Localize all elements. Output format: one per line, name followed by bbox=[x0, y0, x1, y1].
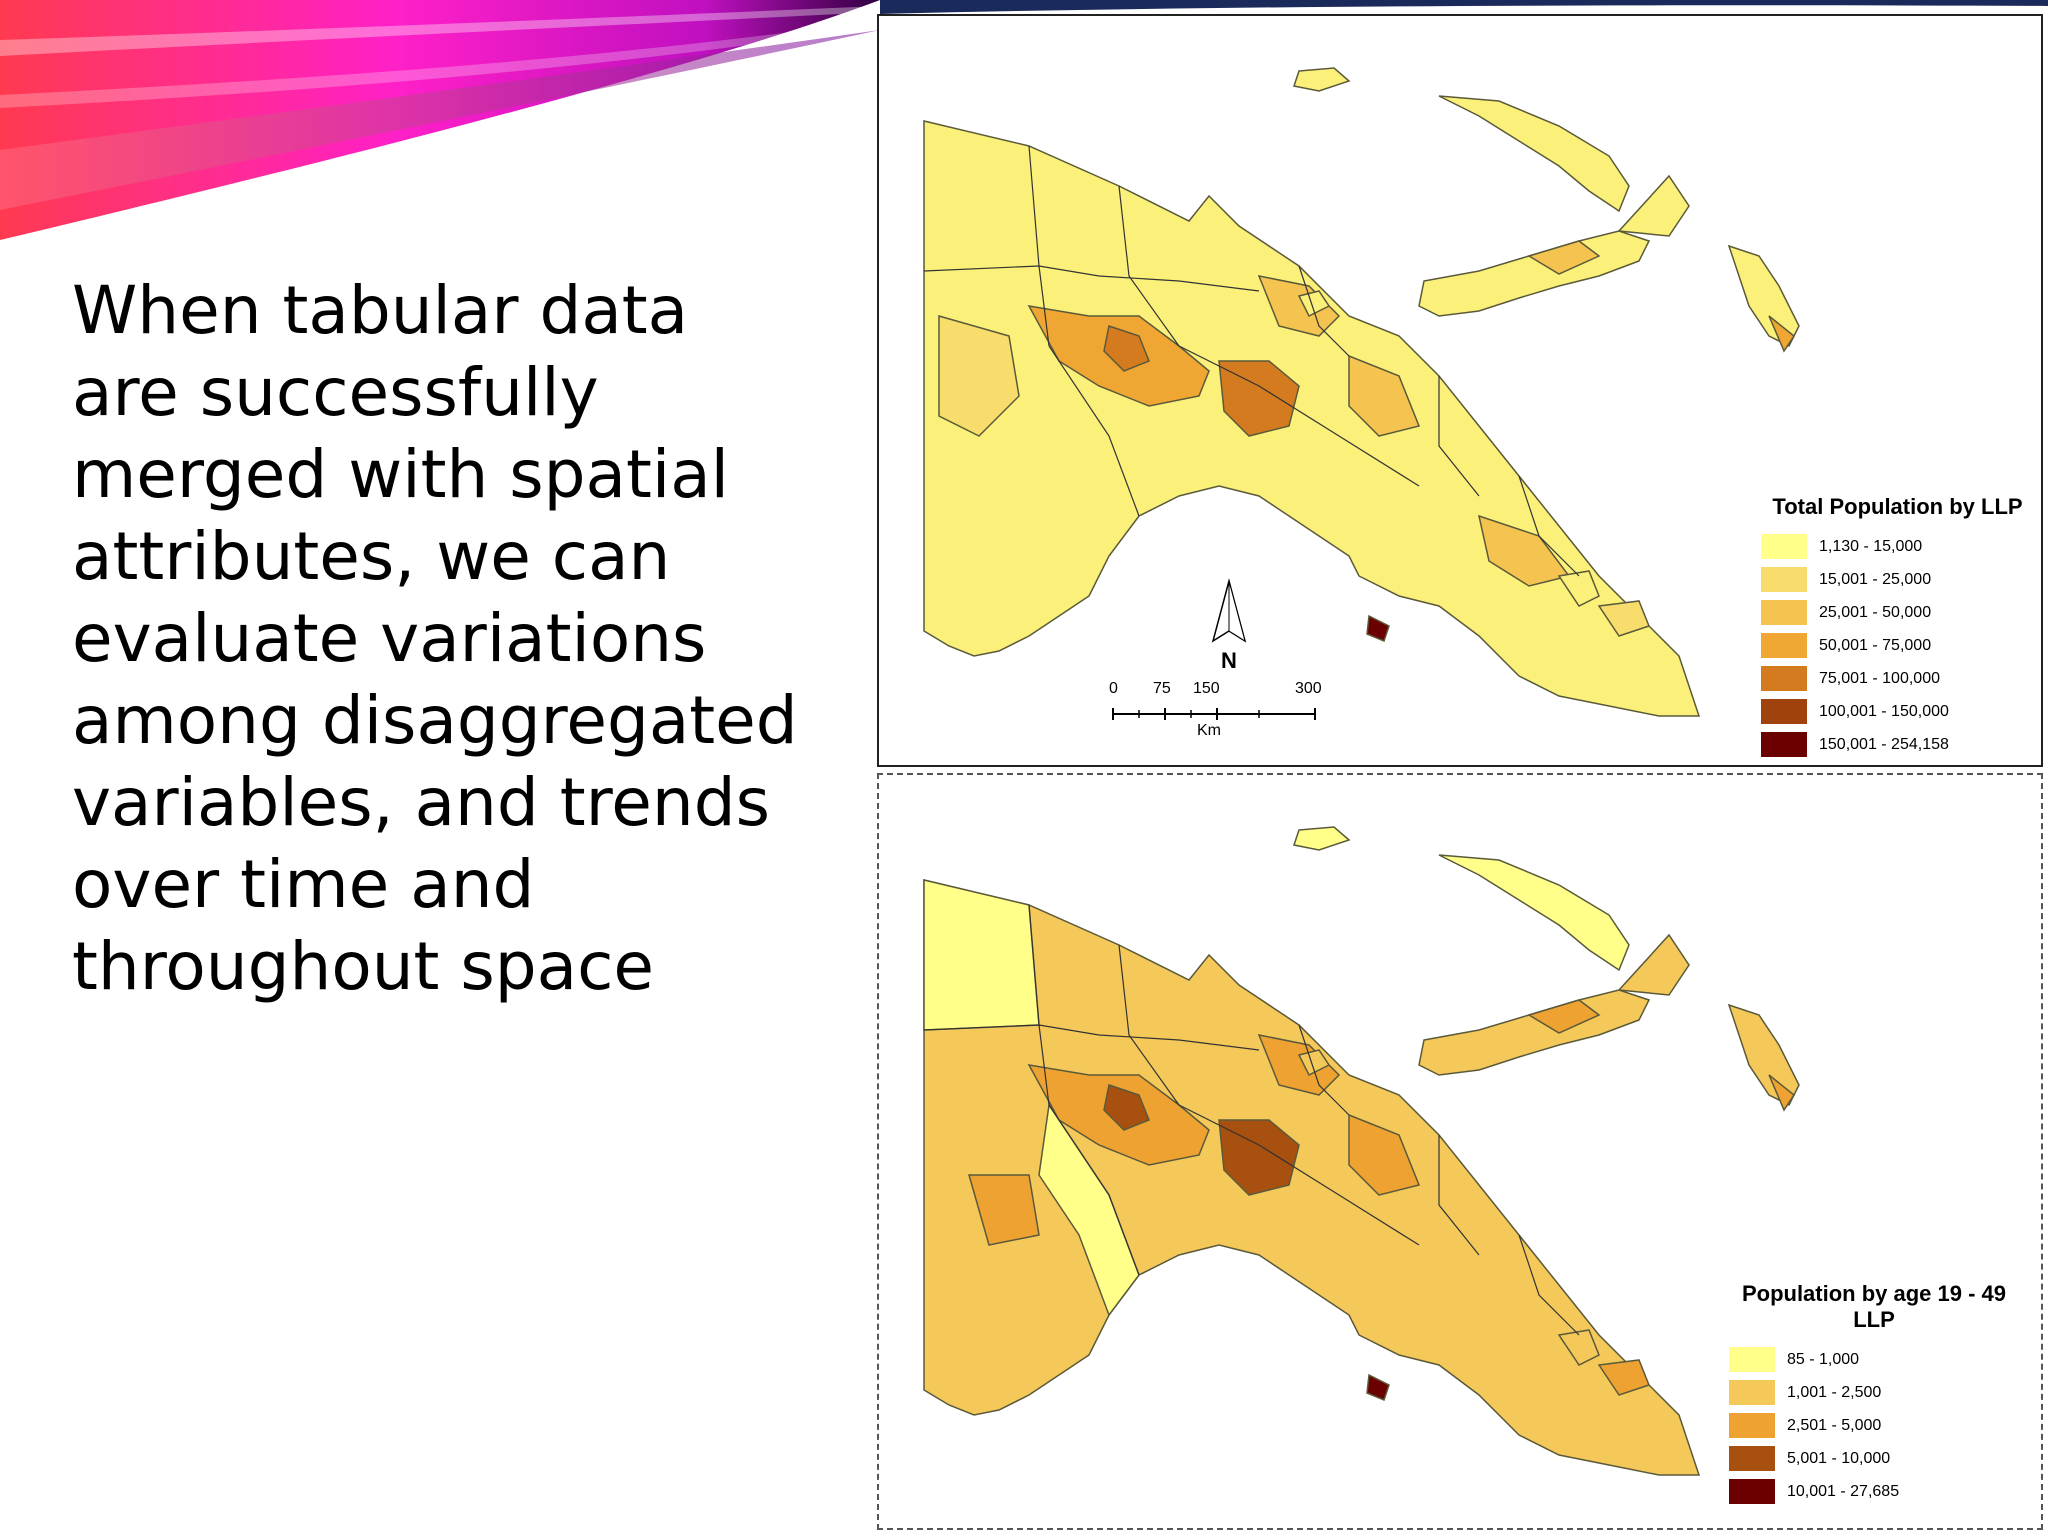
legend-item: 85 - 1,000 bbox=[1729, 1343, 2039, 1376]
scale-tick-label: 0 bbox=[1109, 680, 1118, 697]
legend-item: 75,001 - 100,000 bbox=[1761, 662, 2040, 695]
legend-label: 10,001 - 27,685 bbox=[1787, 1482, 1900, 1500]
legend-title: Total Population by LLP bbox=[1772, 494, 2023, 519]
legend-swatch bbox=[1761, 567, 1807, 592]
map-total-population: N 0 75 150 300 Km Total Population by LL… bbox=[877, 14, 2043, 767]
legend-label: 1,130 - 15,000 bbox=[1819, 537, 1923, 555]
legend-item: 150,001 - 254,158 bbox=[1761, 728, 2040, 761]
legend-swatch bbox=[1729, 1347, 1775, 1372]
legend-item: 25,001 - 50,000 bbox=[1761, 596, 2040, 629]
north-label: N bbox=[1221, 648, 1237, 673]
legend-label: 100,001 - 150,000 bbox=[1819, 702, 1949, 720]
legend-swatch bbox=[1761, 699, 1807, 724]
legend-label: 25,001 - 50,000 bbox=[1819, 603, 1932, 621]
legend-label: 5,001 - 10,000 bbox=[1787, 1449, 1891, 1467]
legend-label: 150,001 - 254,158 bbox=[1819, 735, 1949, 753]
legend-swatch bbox=[1729, 1446, 1775, 1471]
legend-title: Population by age 19 - 49 LLP bbox=[1741, 1281, 2007, 1332]
map-population-age-19-49: Population by age 19 - 49 LLP 85 - 1,000… bbox=[877, 773, 2043, 1530]
legend-swatch bbox=[1729, 1479, 1775, 1504]
png-map-shape bbox=[923, 826, 1800, 1476]
scale-bar-line bbox=[1112, 708, 1316, 720]
legend-item: 50,001 - 75,000 bbox=[1761, 629, 2040, 662]
legend-item: 100,001 - 150,000 bbox=[1761, 695, 2040, 728]
legend-swatch bbox=[1761, 600, 1807, 625]
png-map-shape bbox=[923, 67, 1800, 717]
north-arrow-icon: N bbox=[1211, 578, 1247, 673]
legend-item: 1,130 - 15,000 bbox=[1761, 530, 2040, 563]
slide-body-text: When tabular data are successfully merge… bbox=[72, 272, 798, 1005]
legend-swatch bbox=[1761, 732, 1807, 757]
scale-bar: 0 75 150 300 Km bbox=[1109, 676, 1359, 756]
legend-swatch bbox=[1761, 633, 1807, 658]
scale-unit: Km bbox=[1197, 722, 1221, 739]
legend-swatch bbox=[1761, 534, 1807, 559]
legend-item: 10,001 - 27,685 bbox=[1729, 1475, 2039, 1508]
legend-label: 75,001 - 100,000 bbox=[1819, 669, 1940, 687]
scale-tick-label: 75 bbox=[1153, 680, 1171, 697]
legend-total-population: Total Population by LLP 1,130 - 15,000 15… bbox=[1755, 494, 2040, 761]
legend-label: 2,501 - 5,000 bbox=[1787, 1416, 1882, 1434]
legend-item: 5,001 - 10,000 bbox=[1729, 1442, 2039, 1475]
legend-swatch bbox=[1729, 1413, 1775, 1438]
legend-swatch bbox=[1729, 1380, 1775, 1405]
legend-swatch bbox=[1761, 666, 1807, 691]
legend-item: 15,001 - 25,000 bbox=[1761, 563, 2040, 596]
legend-label: 50,001 - 75,000 bbox=[1819, 636, 1932, 654]
decorative-swoosh bbox=[0, 0, 2048, 240]
legend-item: 2,501 - 5,000 bbox=[1729, 1409, 2039, 1442]
legend-label: 85 - 1,000 bbox=[1787, 1350, 1860, 1368]
legend-label: 1,001 - 2,500 bbox=[1787, 1383, 1882, 1401]
scale-tick-label: 300 bbox=[1295, 680, 1322, 697]
legend-population-age: Population by age 19 - 49 LLP 85 - 1,000… bbox=[1709, 1281, 2039, 1508]
scale-tick-label: 150 bbox=[1193, 680, 1220, 697]
legend-label: 15,001 - 25,000 bbox=[1819, 570, 1932, 588]
legend-item: 1,001 - 2,500 bbox=[1729, 1376, 2039, 1409]
